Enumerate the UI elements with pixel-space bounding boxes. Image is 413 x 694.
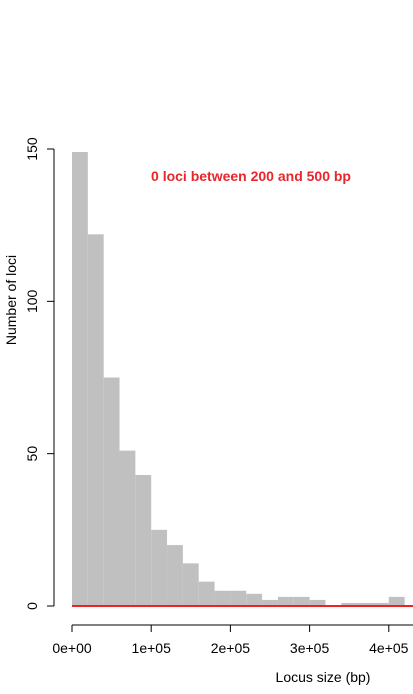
x-tick-label: 4e+05 [369,640,409,656]
histogram-bar [341,602,358,606]
x-tick-label: 0e+00 [52,640,92,656]
x-tick-label: 3e+05 [290,640,330,656]
y-tick-label: 0 [24,602,40,610]
y-axis: 0 50 100 150 [24,137,55,610]
annotation-text: 0 loci between 200 and 500 bp [151,168,351,184]
y-tick-label: 100 [24,289,40,313]
histogram-bar [87,234,104,606]
y-tick-label: 50 [24,446,40,462]
histogram-bar [246,593,263,606]
x-tick-label: 1e+05 [132,640,172,656]
histogram-bar [151,529,168,606]
histogram-bar [214,590,231,606]
histogram-bar [372,602,389,606]
histogram-bar [309,599,326,606]
y-axis-label: Number of loci [3,255,19,345]
histogram-bar [72,152,88,606]
histogram-bar [198,581,215,606]
histogram-bar [135,474,152,606]
x-tick-label: 2e+05 [211,640,251,656]
histogram-bar [293,596,310,606]
histogram-bar [103,377,120,606]
x-axis: 0e+00 1e+05 2e+05 3e+05 4e+05 [52,624,413,656]
histogram-bar [167,545,183,606]
histogram-bar [230,590,247,606]
y-tick-label: 150 [24,137,40,161]
histogram-bar [119,450,136,606]
histogram-bar [357,602,373,606]
bars-group [72,152,405,606]
histogram-bar [277,596,294,606]
x-axis-label: Locus size (bp) [276,669,371,685]
histogram-bar [182,563,199,606]
histogram-bar [262,599,278,606]
histogram-bar [388,596,405,606]
